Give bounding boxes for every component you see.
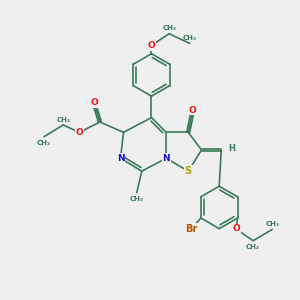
Text: O: O	[76, 128, 83, 137]
Text: H: H	[229, 144, 236, 153]
Text: O: O	[148, 41, 155, 50]
Text: CH₃: CH₃	[265, 220, 279, 226]
Text: CH₂: CH₂	[56, 117, 70, 123]
Text: N: N	[117, 154, 124, 163]
Text: CH₂: CH₂	[246, 244, 260, 250]
Text: CH₂: CH₂	[162, 26, 176, 32]
Text: CH₃: CH₃	[183, 35, 197, 41]
Text: CH₃: CH₃	[37, 140, 51, 146]
Text: S: S	[185, 166, 192, 176]
Text: O: O	[189, 106, 196, 115]
Text: O: O	[232, 224, 240, 233]
Text: N: N	[162, 154, 170, 163]
Text: CH₃: CH₃	[130, 196, 144, 202]
Text: O: O	[90, 98, 98, 107]
Text: Br: Br	[185, 224, 197, 234]
